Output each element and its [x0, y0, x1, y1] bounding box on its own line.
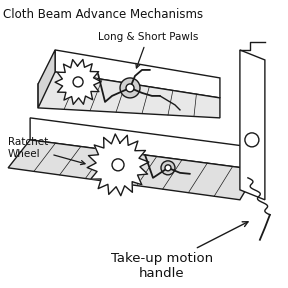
- Polygon shape: [87, 134, 149, 196]
- Polygon shape: [240, 50, 265, 200]
- Circle shape: [165, 165, 171, 171]
- Text: Cloth Beam Advance Mechanisms: Cloth Beam Advance Mechanisms: [3, 8, 203, 21]
- Circle shape: [73, 77, 83, 87]
- Circle shape: [126, 84, 134, 92]
- Polygon shape: [38, 72, 220, 118]
- Text: Long & Short Pawls: Long & Short Pawls: [98, 32, 198, 68]
- Polygon shape: [8, 140, 258, 200]
- Polygon shape: [38, 50, 55, 108]
- Circle shape: [161, 161, 175, 175]
- Text: Ratchet
Wheel: Ratchet Wheel: [8, 137, 85, 165]
- Circle shape: [120, 78, 140, 98]
- Polygon shape: [55, 50, 220, 98]
- Polygon shape: [55, 59, 101, 104]
- Text: Take-up motion
handle: Take-up motion handle: [111, 222, 248, 280]
- Circle shape: [112, 159, 124, 171]
- Polygon shape: [30, 118, 258, 170]
